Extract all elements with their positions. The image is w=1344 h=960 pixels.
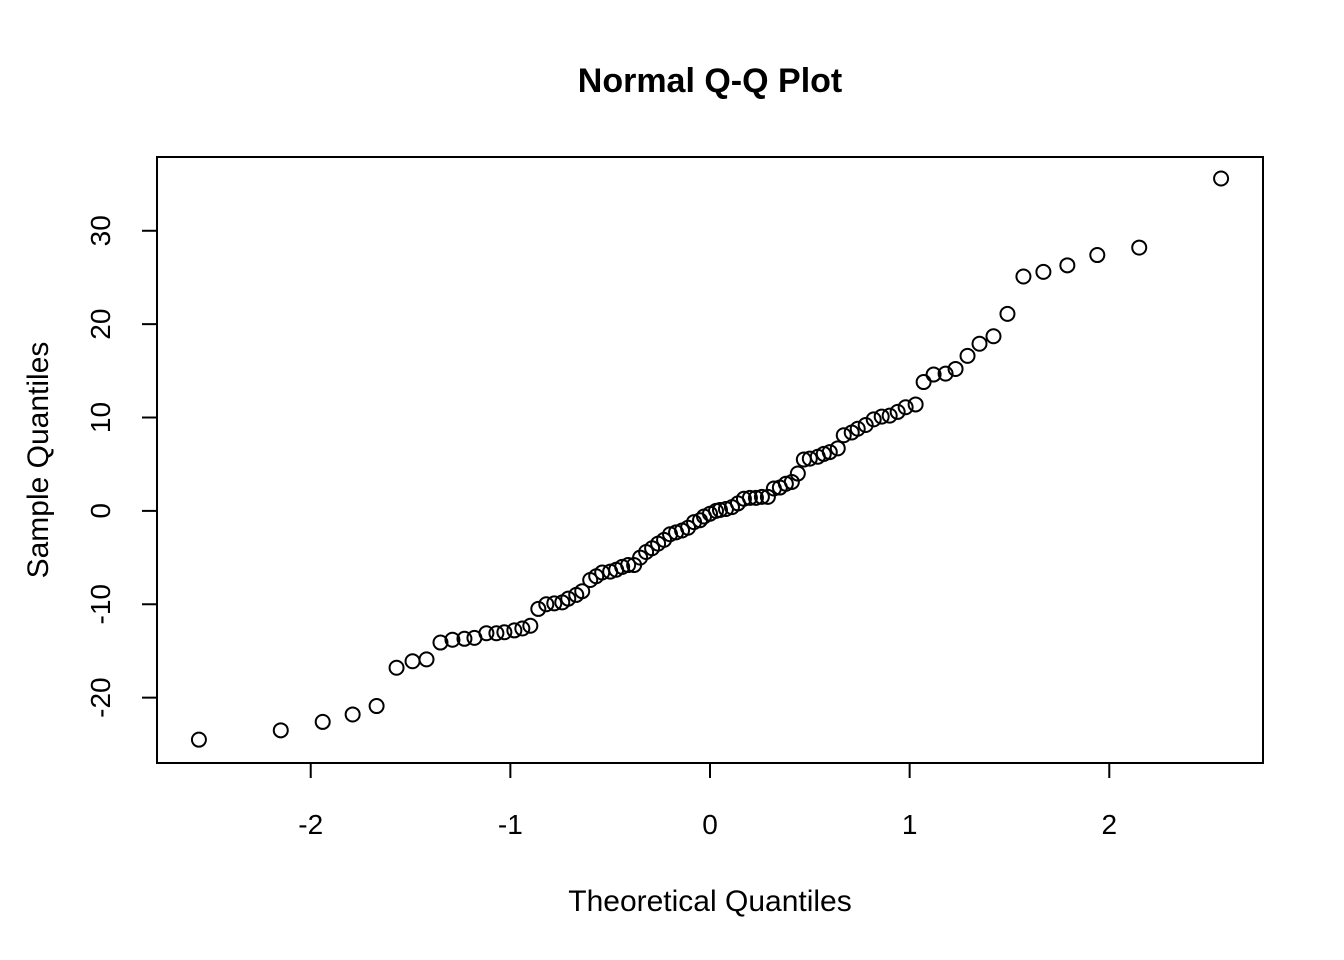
data-point	[1089, 247, 1106, 264]
data-point	[432, 634, 449, 651]
data-point	[272, 722, 289, 739]
y-tick-label: 20	[85, 309, 116, 340]
data-point	[881, 407, 898, 424]
data-point	[789, 465, 806, 482]
y-tick-label: 30	[85, 215, 116, 246]
y-axis: -20 -10 0 10 20 30	[85, 215, 158, 718]
y-tick-label: -20	[85, 677, 116, 717]
data-point	[456, 630, 473, 647]
x-tick-label: -2	[298, 809, 323, 840]
data-point	[889, 403, 906, 420]
data-point	[530, 600, 547, 617]
y-tick-label: 0	[85, 503, 116, 519]
chart-title: Normal Q-Q Plot	[578, 62, 842, 100]
data-point	[404, 653, 421, 670]
data-point	[1131, 239, 1148, 256]
data-point	[985, 328, 1002, 345]
data-points	[190, 170, 1230, 748]
x-tick-label: -1	[498, 809, 523, 840]
data-point	[478, 625, 495, 642]
data-point	[873, 408, 890, 425]
data-point	[897, 399, 914, 416]
data-point	[937, 365, 954, 382]
x-tick-label: 0	[702, 809, 718, 840]
data-point	[506, 622, 523, 639]
y-tick-label: -10	[85, 584, 116, 624]
data-point	[753, 488, 770, 505]
data-point	[418, 651, 435, 668]
data-point	[514, 620, 531, 637]
data-point	[522, 617, 539, 634]
data-point	[821, 444, 838, 461]
data-point	[1213, 170, 1230, 187]
x-tick-label: 2	[1101, 809, 1117, 840]
data-point	[747, 489, 764, 506]
data-point	[496, 624, 513, 641]
data-point	[907, 396, 924, 413]
data-point	[741, 489, 758, 506]
data-point	[546, 595, 563, 612]
y-axis-label: Sample Quantiles	[22, 342, 55, 579]
data-point	[915, 374, 932, 391]
data-point	[368, 698, 385, 715]
data-point	[849, 420, 866, 437]
data-point	[971, 335, 988, 352]
data-point	[574, 583, 591, 600]
data-point	[1035, 263, 1052, 280]
data-point	[538, 596, 555, 613]
data-point	[560, 590, 577, 607]
data-point	[857, 416, 874, 433]
x-axis-label: Theoretical Quantiles	[568, 885, 851, 918]
data-point	[947, 360, 964, 377]
data-point	[488, 625, 505, 642]
data-point	[735, 490, 752, 507]
x-axis: -2 -1 0 1 2	[298, 762, 1117, 840]
data-point	[925, 366, 942, 383]
data-point	[388, 659, 405, 676]
data-point	[999, 305, 1016, 322]
data-point	[801, 450, 818, 467]
data-point	[444, 631, 461, 648]
data-point	[314, 713, 331, 730]
data-point	[620, 557, 637, 574]
data-point	[865, 411, 882, 428]
y-tick-label: 10	[85, 402, 116, 433]
data-point	[1015, 268, 1032, 285]
data-point	[835, 427, 852, 444]
data-point	[711, 501, 728, 518]
data-point	[959, 347, 976, 364]
x-tick-label: 1	[902, 809, 918, 840]
data-point	[829, 440, 846, 457]
data-point	[344, 706, 361, 723]
data-point	[1059, 257, 1076, 274]
data-point	[190, 731, 207, 748]
